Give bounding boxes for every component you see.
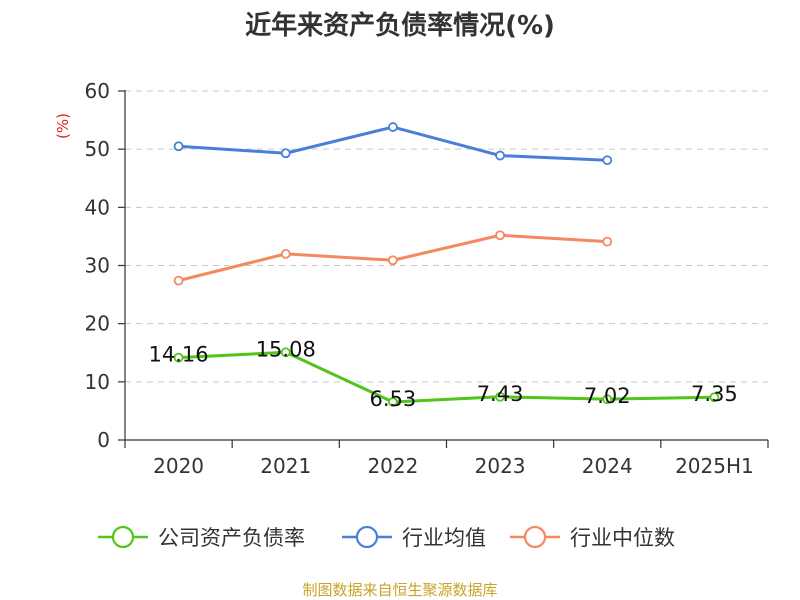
data-point-0-5 [709, 392, 720, 403]
x-tick-label: 2022 [367, 454, 418, 478]
y-tick-label: 50 [85, 137, 110, 161]
y-tick-label: 30 [85, 254, 110, 278]
legend-label-0: 公司资产负债率 [158, 526, 305, 550]
y-tick-label: 40 [85, 195, 110, 219]
series-line-0 [177, 350, 716, 404]
data-point-1-3 [495, 150, 505, 161]
data-point-2-1 [280, 248, 291, 259]
data-point-1-1 [280, 148, 291, 159]
x-tick-label: 2024 [582, 454, 633, 478]
data-point-0-4 [602, 394, 613, 405]
chart-title: 近年来资产负债率情况(%) [245, 10, 555, 41]
legend-label-1: 行业均值 [402, 526, 486, 550]
data-point-2-2 [388, 255, 398, 266]
y-axis-unit: (%) [54, 113, 72, 139]
grid-lines [125, 90, 768, 383]
data-point-0-3 [495, 391, 505, 402]
data-point-0-2 [388, 397, 398, 407]
legend-marker-2 [523, 525, 547, 549]
y-tick-label: 0 [97, 428, 110, 452]
series-line-1 [177, 125, 609, 162]
data-point-1-2 [388, 122, 398, 132]
data-point-2-4 [602, 236, 613, 247]
data-label: 7.35 [691, 382, 738, 406]
data-point-0-1 [280, 347, 291, 358]
x-tick-label: 2021 [260, 454, 311, 478]
axes: 0 10 20 30 40 50 60 2020 2021 2022 2023 2024 2025H1 [85, 79, 769, 478]
legend-label-2: 行业中位数 [570, 526, 675, 550]
data-label: 6.53 [370, 387, 417, 411]
data-label: 14.16 [149, 343, 209, 367]
y-tick-label: 10 [85, 370, 110, 394]
data-point-2-0 [173, 275, 184, 286]
y-tick-label: 60 [85, 79, 110, 103]
data-label: 7.02 [584, 384, 631, 408]
x-tick-label: 2020 [153, 454, 204, 478]
data-label: 7.43 [477, 382, 524, 406]
data-point-2-3 [495, 230, 505, 241]
x-tick-label: 2023 [475, 454, 526, 478]
x-tick-label: 2025H1 [675, 454, 754, 478]
legend-marker-1 [355, 525, 379, 549]
data-labels: 14.16 15.08 6.53 7.43 7.02 7.35 [149, 337, 738, 411]
series-lines [173, 122, 720, 407]
legend: 公司资产负债率 行业均值 行业中位数 [98, 525, 675, 550]
data-point-0-0 [173, 352, 184, 363]
data-point-1-0 [173, 141, 184, 152]
legend-marker-0 [111, 525, 135, 549]
data-point-1-4 [602, 155, 613, 166]
data-label: 15.08 [256, 337, 316, 361]
y-tick-label: 20 [85, 312, 110, 336]
source-note: 制图数据来自恒生聚源数据库 [302, 581, 497, 599]
